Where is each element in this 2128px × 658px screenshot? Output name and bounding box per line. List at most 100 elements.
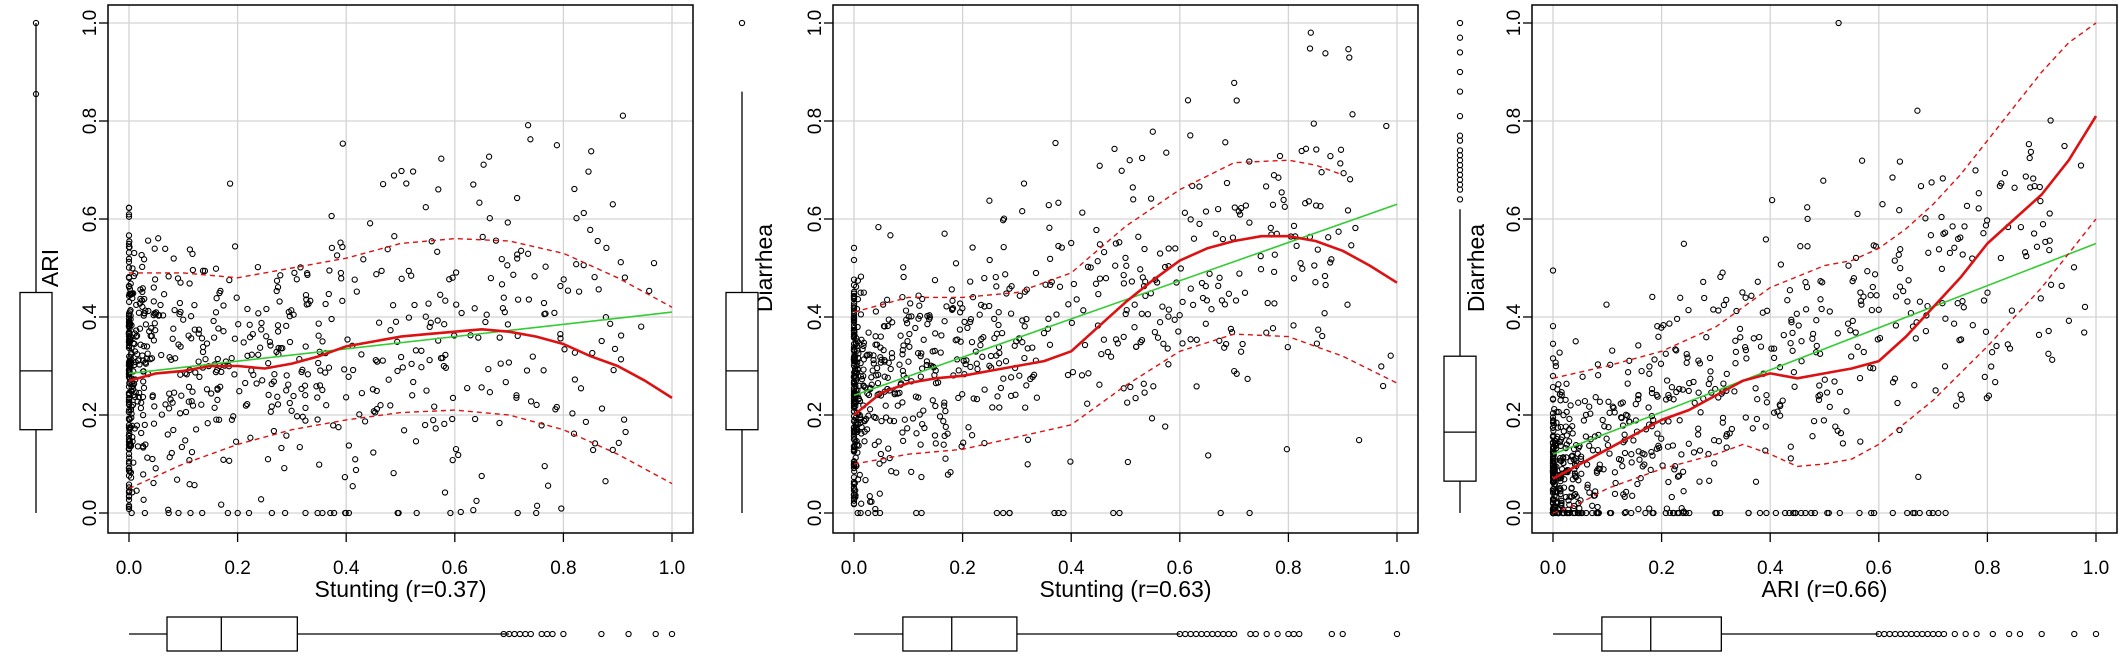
y-tick-label: 0.6 — [1504, 206, 1525, 232]
scatter-point — [1929, 509, 1936, 517]
scatter-point — [165, 405, 173, 412]
scatter-point — [1318, 169, 1325, 176]
x-tick-label: 0.8 — [1974, 558, 2000, 579]
scatter-point — [1925, 509, 1933, 517]
scatter-point — [139, 285, 146, 292]
scatter-point — [557, 330, 564, 338]
scatter-point — [1242, 202, 1250, 209]
scatter-point — [1847, 327, 1854, 334]
scatter-point — [970, 395, 977, 402]
scatter-point — [1648, 448, 1655, 456]
scatter-point — [1549, 458, 1557, 465]
scatter-point — [880, 457, 887, 464]
scatter-point — [874, 379, 882, 387]
scatter-point — [1695, 425, 1702, 432]
scatter-point — [858, 376, 866, 383]
scatter-point — [290, 392, 297, 400]
scatter-point — [1165, 245, 1172, 252]
scatter-point — [1078, 372, 1086, 379]
scatter-point — [1124, 458, 1132, 466]
scatter-point — [1710, 306, 1717, 313]
scatter-point — [1566, 415, 1573, 423]
scatter-point — [177, 279, 184, 286]
scatter-point — [1202, 320, 1209, 327]
scatter-point — [1278, 189, 1285, 196]
scatter-point — [232, 438, 240, 445]
scatter-point — [1711, 460, 1718, 467]
scatter-point — [372, 356, 379, 364]
scatter-point — [1941, 363, 1949, 370]
scatter-point — [1104, 348, 1112, 356]
scatter-point — [1378, 363, 1385, 370]
scatter-point — [470, 506, 477, 514]
boxplot-outlier — [738, 19, 746, 27]
scatter-point — [1589, 447, 1597, 454]
scatter-point — [894, 402, 901, 409]
scatter-point — [525, 296, 533, 303]
scatter-point — [478, 384, 485, 391]
scatter-point — [514, 509, 521, 517]
scatter-point — [1000, 509, 1007, 517]
scatter-point — [850, 402, 858, 409]
y-axis-title: Diarrhea — [1463, 224, 1489, 312]
scatter-point — [1559, 509, 1566, 517]
scatter-point — [1662, 350, 1669, 357]
boxplot-outlier — [1182, 630, 1189, 638]
scatter-point — [1671, 466, 1678, 473]
scatter-point — [876, 509, 884, 517]
scatter-point — [125, 336, 133, 343]
linear-fit-line — [853, 203, 1398, 397]
scatter-point — [141, 310, 148, 317]
scatter-point — [1575, 509, 1582, 517]
scatter-point — [1665, 418, 1672, 425]
x-tick-label: 1.0 — [1384, 558, 1410, 579]
scatter-point — [1111, 145, 1118, 153]
scatter-point — [1856, 509, 1863, 517]
scatter-point — [125, 312, 133, 319]
scatter-point — [370, 449, 377, 456]
scatter-point — [342, 394, 350, 401]
scatter-point — [125, 408, 133, 416]
scatter-point — [1580, 417, 1588, 424]
boxplot-outlier — [1886, 630, 1893, 638]
scatter-point — [901, 416, 908, 423]
scatter-point — [1100, 248, 1108, 256]
scatter-point — [1823, 389, 1831, 396]
scatter-point — [1156, 319, 1164, 326]
scatter-point — [1780, 331, 1787, 339]
scatter-point — [162, 245, 169, 252]
scatter-point — [212, 309, 220, 316]
scatter-point — [421, 421, 429, 429]
scatter-point — [1557, 397, 1564, 404]
scatter-point — [1849, 317, 1856, 325]
scatter-point — [1599, 416, 1606, 424]
scatter-point — [138, 429, 145, 437]
x-axis-title: Stunting (r=0.37) — [315, 576, 487, 602]
scatter-point — [1609, 347, 1616, 354]
scatter-point — [553, 142, 561, 149]
scatter-point — [471, 305, 478, 312]
scatter-point — [1549, 455, 1557, 463]
scatter-point — [1592, 394, 1599, 401]
scatter-point — [956, 309, 964, 316]
scatter-point — [1578, 470, 1585, 477]
scatter-point — [1601, 423, 1608, 430]
scatter-point — [1193, 336, 1200, 343]
scatter-point — [1305, 198, 1313, 205]
scatter-point — [1892, 322, 1900, 329]
scatter-point — [2047, 117, 2054, 124]
scatter-point — [1690, 378, 1697, 386]
scatter-point — [140, 384, 148, 392]
scatter-point — [2006, 345, 2014, 352]
scatter-point — [267, 342, 274, 349]
boxplot-outlier — [1962, 630, 1969, 638]
scatter-point — [533, 509, 540, 517]
scatter-point — [1980, 297, 1988, 304]
scatter-point — [1271, 251, 1278, 258]
scatter-point — [1068, 319, 1076, 327]
scatter-point — [1854, 210, 1861, 218]
scatter-point — [1628, 451, 1635, 458]
scatter-point — [125, 342, 133, 349]
scatter-panel-diarrhea-vs-ari: 0.0 0.2 0.4 0.6 0.8 1.0 0.00.20.40.60.81.0 AR… — [1443, 4, 2118, 652]
scatter-point — [1719, 419, 1726, 426]
